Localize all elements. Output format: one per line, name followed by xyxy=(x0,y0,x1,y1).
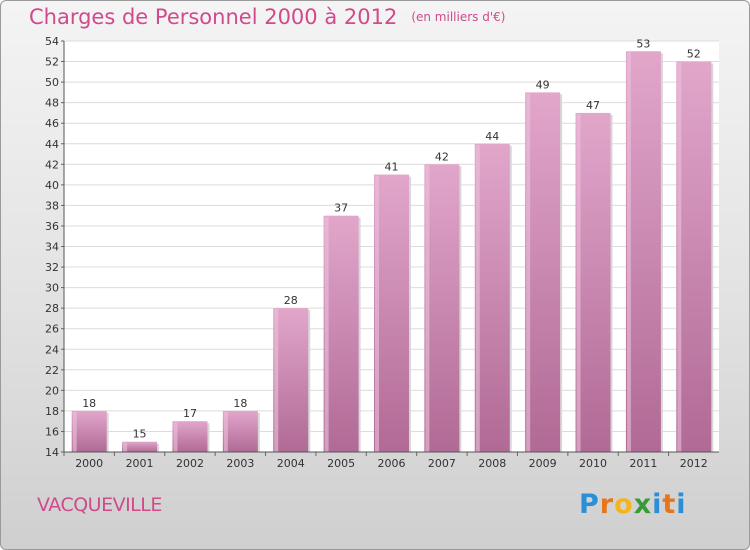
x-tick-label: 2007 xyxy=(428,457,456,470)
bar-2008 xyxy=(474,143,510,452)
x-tick-label: 2004 xyxy=(277,457,305,470)
bar-2005 xyxy=(323,215,359,452)
bar-2000 xyxy=(71,410,107,452)
y-tick-label: 36 xyxy=(45,220,59,233)
chart-subtitle: (en milliers d'€) xyxy=(411,10,506,24)
chart-title-text: Charges de Personnel 2000 à 2012 xyxy=(29,5,398,29)
value-label: 53 xyxy=(636,37,650,50)
value-label: 42 xyxy=(435,150,449,163)
y-tick-label: 46 xyxy=(45,117,59,130)
x-tick-label: 2003 xyxy=(226,457,254,470)
bar-2001 xyxy=(122,441,158,452)
value-label: 52 xyxy=(687,48,701,61)
value-label: 49 xyxy=(536,78,550,91)
bar-2007 xyxy=(424,164,460,453)
logo-letter: t xyxy=(662,489,677,520)
logo-letter: x xyxy=(633,489,653,520)
bar-2011 xyxy=(625,51,661,453)
proxiti-logo: Proxiti xyxy=(579,489,687,520)
y-tick-label: 16 xyxy=(45,425,59,438)
x-tick-label: 2011 xyxy=(629,457,657,470)
x-tick-label: 2009 xyxy=(529,457,557,470)
y-tick-label: 34 xyxy=(45,241,59,254)
x-tick-label: 2000 xyxy=(75,457,103,470)
bar-highlight xyxy=(72,411,77,452)
x-tick-label: 2012 xyxy=(680,457,708,470)
value-label: 15 xyxy=(133,428,147,441)
bar-highlight xyxy=(576,113,581,453)
y-tick-label: 42 xyxy=(45,158,59,171)
bar-highlight xyxy=(274,309,279,452)
bar-2004 xyxy=(273,308,309,452)
y-tick-label: 38 xyxy=(45,199,59,212)
x-tick-label: 2010 xyxy=(579,457,607,470)
bar-highlight xyxy=(475,144,480,452)
bar-highlight xyxy=(223,411,228,452)
value-label: 37 xyxy=(334,202,348,215)
bar-2003 xyxy=(222,410,258,452)
y-tick-label: 30 xyxy=(45,282,59,295)
bar-highlight xyxy=(123,442,128,452)
logo-letter: i xyxy=(652,489,663,520)
y-tick-label: 40 xyxy=(45,179,59,192)
y-tick-label: 26 xyxy=(45,323,59,336)
logo-letter: P xyxy=(579,489,600,520)
x-tick-label: 2006 xyxy=(378,457,406,470)
y-tick-label: 20 xyxy=(45,384,59,397)
y-tick-label: 28 xyxy=(45,302,59,315)
y-tick-label: 52 xyxy=(45,56,59,69)
bar-2012 xyxy=(676,61,712,453)
y-tick-label: 18 xyxy=(45,405,59,418)
y-tick-label: 32 xyxy=(45,261,59,274)
bar-highlight xyxy=(626,52,631,453)
bar-2010 xyxy=(575,112,611,453)
value-label: 47 xyxy=(586,99,600,112)
bar-2009 xyxy=(525,92,561,452)
logo-letter: i xyxy=(676,489,687,520)
bar-highlight xyxy=(173,422,178,452)
y-tick-label: 50 xyxy=(45,76,59,89)
y-tick-label: 44 xyxy=(45,138,59,151)
bar-highlight xyxy=(526,93,531,452)
x-tick-label: 2002 xyxy=(176,457,204,470)
value-label: 17 xyxy=(183,407,197,420)
bar-highlight xyxy=(375,175,379,452)
bar-highlight xyxy=(425,165,430,453)
y-tick-label: 54 xyxy=(45,35,59,48)
chart-title: Charges de Personnel 2000 à 2012 (en mill… xyxy=(29,5,505,29)
x-tick-label: 2001 xyxy=(126,457,154,470)
bar-2002 xyxy=(172,421,208,452)
y-tick-label: 14 xyxy=(45,446,59,459)
x-tick-label: 2005 xyxy=(327,457,355,470)
y-tick-label: 22 xyxy=(45,364,59,377)
value-label: 18 xyxy=(82,397,96,410)
y-tick-label: 24 xyxy=(45,343,59,356)
x-tick-label: 2008 xyxy=(478,457,506,470)
logo-letter: o xyxy=(614,489,634,520)
value-label: 44 xyxy=(485,130,499,143)
value-label: 41 xyxy=(385,161,399,174)
commune-name: VACQUEVILLE xyxy=(37,494,162,516)
value-label: 28 xyxy=(284,294,298,307)
value-label: 18 xyxy=(233,397,247,410)
bar-highlight xyxy=(324,216,329,452)
bar-highlight xyxy=(677,62,682,453)
y-tick-label: 48 xyxy=(45,97,59,110)
logo-letter: r xyxy=(599,489,615,520)
bar-2006 xyxy=(374,174,409,452)
